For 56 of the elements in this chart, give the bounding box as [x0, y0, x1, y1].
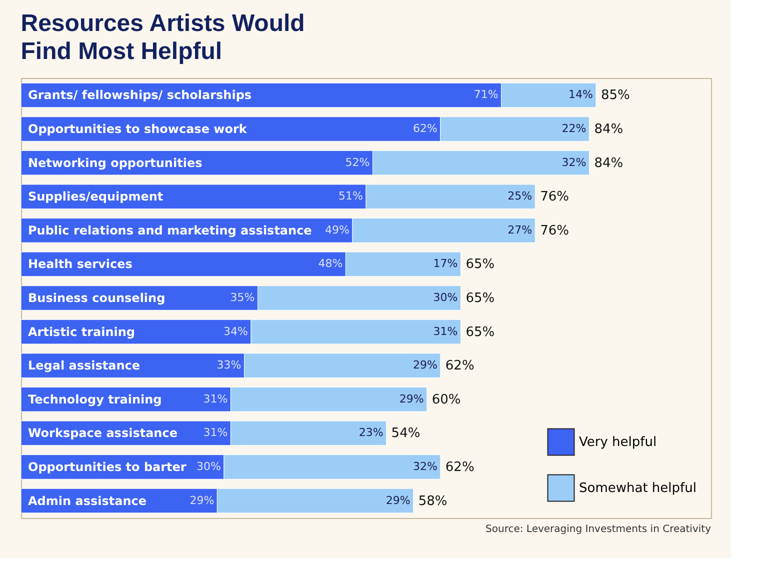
y-tick-label: Artistic training: [28, 324, 135, 339]
total-label: 60%: [432, 392, 461, 408]
data-label: 48%: [318, 257, 343, 270]
data-label: 33%: [216, 358, 242, 372]
y-tick-label: Opportunities to barter: [28, 460, 186, 474]
data-label: 52%: [345, 156, 370, 169]
data-label: 31%: [433, 324, 458, 338]
y-tick-label: Opportunities to showcase work: [28, 122, 248, 136]
y-tick-label: Admin assistance: [28, 494, 146, 508]
data-label: 30%: [196, 460, 221, 473]
y-tick-label: Technology training: [28, 392, 162, 406]
y-tick-label: Health services: [28, 257, 132, 272]
total-label: 76%: [540, 190, 570, 205]
data-label: 29%: [190, 494, 214, 507]
total-label: 62%: [445, 358, 474, 374]
total-label: 84%: [594, 156, 624, 171]
data-label: 27%: [508, 223, 532, 236]
data-label: 14%: [568, 88, 593, 102]
legend-label: Very helpful: [579, 435, 657, 450]
data-label: 22%: [562, 122, 586, 136]
data-label: 29%: [399, 392, 424, 406]
total-label: 62%: [445, 460, 474, 475]
data-label: 49%: [325, 223, 350, 236]
source-note: Source: Leveraging Investments in Creativity: [486, 524, 712, 535]
y-tick-label: Supplies/equipment: [28, 190, 164, 204]
y-tick-label: Business counseling: [28, 291, 166, 305]
y-tick-label: Networking opportunities: [28, 156, 202, 170]
data-label: 31%: [203, 392, 228, 406]
total-label: 76%: [540, 223, 570, 238]
y-tick-label: Public relations and marketing assistance: [28, 223, 312, 238]
y-tick-label: Legal assistance: [28, 358, 140, 373]
legend-label: Somewhat helpful: [579, 481, 696, 496]
data-label: 71%: [474, 88, 498, 102]
total-label: 65%: [466, 324, 495, 340]
total-label: 85%: [601, 88, 630, 104]
data-label: 35%: [230, 291, 255, 304]
total-label: 84%: [594, 122, 624, 138]
total-label: 54%: [391, 426, 420, 442]
data-label: 17%: [433, 257, 458, 270]
data-label: 51%: [338, 190, 363, 203]
y-tick-label: Workspace assistance: [28, 426, 178, 440]
data-label: 62%: [412, 122, 438, 136]
data-label: 25%: [508, 190, 532, 203]
data-label: 32%: [412, 460, 438, 473]
total-label: 65%: [466, 257, 495, 272]
total-label: 65%: [466, 291, 495, 306]
total-label: 58%: [418, 494, 448, 509]
y-tick-label: Grants/ fellowships/ scholarships: [28, 88, 252, 102]
data-label: 32%: [562, 156, 586, 169]
data-label: 23%: [358, 426, 384, 440]
data-label: 30%: [433, 291, 458, 304]
chart-title: Resources Artists Would Find Most Helpful: [20, 10, 305, 65]
data-label: 29%: [386, 494, 410, 507]
data-label: 34%: [224, 324, 248, 338]
data-label: 29%: [412, 358, 438, 372]
data-label: 31%: [203, 426, 228, 440]
